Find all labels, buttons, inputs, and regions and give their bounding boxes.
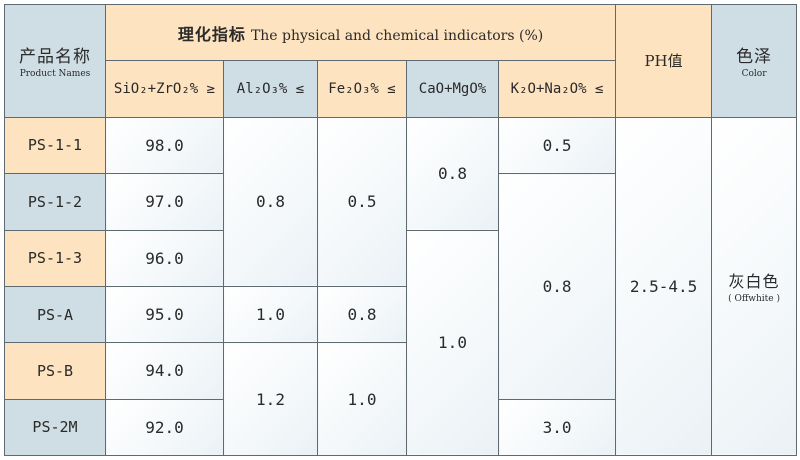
header-color: 色泽 Color bbox=[711, 4, 798, 118]
cell-fe2o3: 0.5 bbox=[317, 116, 407, 287]
row-name: PS-B bbox=[4, 342, 106, 400]
row-name: PS-A bbox=[4, 285, 106, 344]
cell-cao: 0.8 bbox=[406, 116, 499, 231]
cell-color: 灰白色 ( Offwhite ) bbox=[711, 116, 798, 457]
color-cn: 灰白色 bbox=[728, 272, 780, 292]
row-name: PS-1-2 bbox=[4, 173, 106, 231]
cell-k2o: 0.8 bbox=[497, 173, 617, 400]
cell-sio2: 96.0 bbox=[105, 229, 224, 287]
spec-table-wrap: 产品名称 Product Names 理化指标 The physical and… bbox=[4, 3, 798, 457]
header-indicators: 理化指标 The physical and chemical indicator… bbox=[104, 3, 617, 62]
header-indicators-cn: 理化指标 bbox=[177, 24, 246, 44]
col-header-al2o3: Al₂O₃% ≤ bbox=[223, 60, 318, 118]
col-header-cao: CaO+MgO% bbox=[406, 60, 499, 118]
cell-fe2o3: 1.0 bbox=[317, 342, 407, 456]
header-product-names: 产品名称 Product Names bbox=[4, 4, 106, 118]
cell-cao: 1.0 bbox=[406, 229, 499, 456]
cell-k2o: 0.5 bbox=[497, 116, 617, 175]
header-color-en: Color bbox=[741, 69, 767, 80]
cell-sio2: 97.0 bbox=[105, 173, 224, 231]
header-product-en: Product Names bbox=[19, 69, 91, 80]
col-header-k2o: K₂O+Na₂O% ≤ bbox=[497, 60, 617, 118]
header-ph: PH值 bbox=[615, 4, 713, 118]
cell-k2o: 3.0 bbox=[497, 398, 617, 457]
cell-al2o3: 1.2 bbox=[223, 342, 318, 456]
cell-sio2: 94.0 bbox=[105, 342, 224, 400]
cell-sio2: 92.0 bbox=[105, 398, 224, 457]
cell-al2o3: 0.8 bbox=[223, 116, 318, 287]
cell-sio2: 98.0 bbox=[105, 116, 224, 175]
header-indicators-en: The physical and chemical indicators (%) bbox=[250, 27, 544, 44]
cell-fe2o3: 0.8 bbox=[317, 285, 407, 344]
cell-sio2: 95.0 bbox=[105, 285, 224, 344]
cell-al2o3: 1.0 bbox=[223, 285, 318, 344]
header-color-cn: 色泽 bbox=[736, 47, 773, 68]
cell-ph: 2.5-4.5 bbox=[615, 116, 713, 457]
header-product-cn: 产品名称 bbox=[19, 47, 91, 68]
spec-table: 产品名称 Product Names 理化指标 The physical and… bbox=[4, 3, 798, 457]
row-name: PS-2M bbox=[4, 398, 106, 457]
color-en: ( Offwhite ) bbox=[728, 294, 780, 305]
col-header-sio2: SiO₂+ZrO₂% ≥ bbox=[105, 60, 224, 118]
row-name: PS-1-1 bbox=[4, 116, 106, 175]
row-name: PS-1-3 bbox=[4, 229, 106, 287]
header-ph-label: PH值 bbox=[644, 52, 683, 71]
col-header-fe2o3: Fe₂O₃% ≤ bbox=[317, 60, 407, 118]
